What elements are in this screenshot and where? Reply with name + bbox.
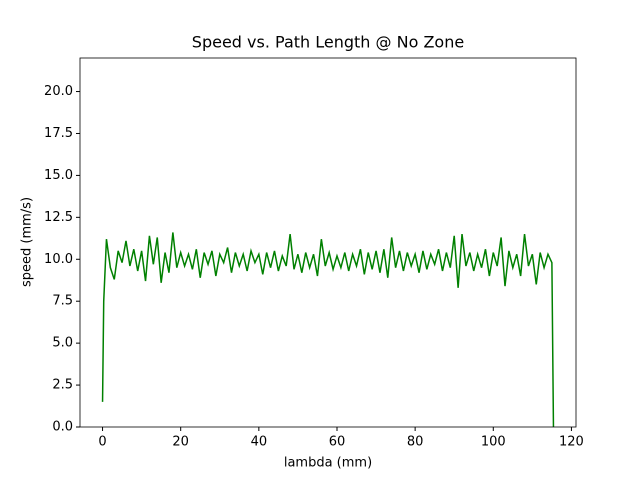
y-tick-label: 17.5 bbox=[44, 126, 73, 141]
x-tick-label: 40 bbox=[251, 435, 268, 450]
y-tick-label: 0.0 bbox=[52, 420, 73, 435]
x-tick-label: 20 bbox=[172, 435, 189, 450]
x-tick-label: 80 bbox=[407, 435, 424, 450]
x-axis-label: lambda (mm) bbox=[284, 456, 372, 471]
plot-frame bbox=[79, 57, 577, 428]
y-tick-label: 10.0 bbox=[44, 252, 73, 267]
y-tick-label: 5.0 bbox=[52, 336, 73, 351]
y-axis-label: speed (mm/s) bbox=[20, 197, 35, 287]
y-tick-label: 2.5 bbox=[52, 378, 73, 393]
y-tick-label: 12.5 bbox=[44, 210, 73, 225]
y-tick-label: 7.5 bbox=[52, 294, 73, 309]
x-tick-label: 60 bbox=[329, 435, 346, 450]
x-tick-label: 0 bbox=[98, 435, 106, 450]
x-tick-label: 100 bbox=[481, 435, 506, 450]
y-tick-label: 15.0 bbox=[44, 168, 73, 183]
y-tick-label: 20.0 bbox=[44, 84, 73, 99]
x-tick-label: 120 bbox=[559, 435, 584, 450]
chart-title: Speed vs. Path Length @ No Zone bbox=[192, 33, 464, 52]
data-line bbox=[101, 232, 555, 427]
